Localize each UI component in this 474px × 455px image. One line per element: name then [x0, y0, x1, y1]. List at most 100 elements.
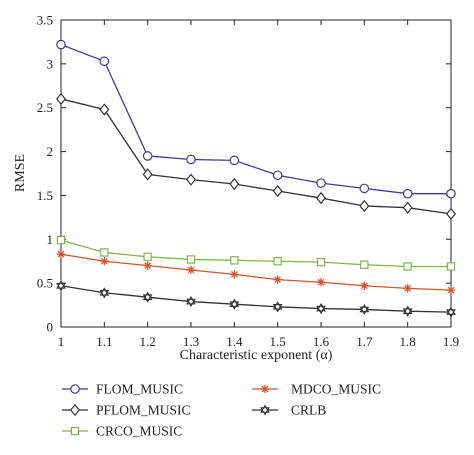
y-tick-label: 1 [47, 232, 54, 247]
data-point-crlb [272, 301, 283, 313]
legend-item-mdco-music: MDCO_MUSIC [252, 382, 381, 397]
data-point-pflom-music [359, 199, 370, 213]
series-mdco-music [56, 249, 456, 295]
data-point-crco-music [273, 257, 282, 266]
x-tick-label: 1.3 [183, 334, 199, 349]
y-axis-title: RMSE [13, 154, 28, 192]
data-point-pflom-music [316, 191, 326, 205]
data-point-crco-music [403, 262, 412, 271]
legend-item-crco-music: CRCO_MUSIC [62, 424, 182, 439]
data-point-pflom-music [402, 201, 413, 214]
data-point-crco-music [56, 235, 66, 245]
data-point-crco-music [143, 252, 152, 262]
x-tick-label: 1.7 [356, 334, 373, 349]
data-point-crlb [56, 280, 66, 292]
data-point-mdco-music [56, 249, 66, 259]
data-point-mdco-music [186, 265, 196, 275]
x-axis-title: Characteristic exponent (α) [180, 348, 333, 363]
data-point-flom-music [316, 178, 326, 188]
data-point-crlb [316, 302, 326, 315]
data-point-crco-music [100, 248, 109, 257]
data-point-crlb [446, 306, 456, 318]
data-point-flom-music [99, 56, 110, 67]
data-point-crco-music [186, 255, 196, 264]
legend-label-mdco-music: MDCO_MUSIC [291, 382, 381, 397]
data-point-mdco-music [446, 285, 456, 295]
data-point-crlb [402, 305, 413, 317]
plot-area-frame [60, 19, 452, 328]
x-tick-label: 1.2 [140, 334, 156, 349]
data-point-pflom-music [229, 177, 240, 191]
data-point-crlb [359, 303, 370, 316]
data-point-crco-music [360, 260, 369, 269]
series-flom-music [56, 39, 456, 199]
series-pflom-music [56, 92, 456, 221]
data-point-flom-music [359, 183, 370, 194]
legend-label-pflom-music: PFLOM_MUSIC [96, 403, 191, 418]
legend: FLOM_MUSIC PFLOM_MUSIC CRCO_MUSIC MDCO_MUSI… [62, 382, 381, 439]
data-point-crlb [142, 291, 153, 303]
x-tick-label: 1.6 [313, 334, 330, 349]
y-tick-label: 3 [47, 56, 54, 71]
data-point-flom-music [446, 188, 456, 199]
data-point-mdco-music [273, 275, 282, 284]
data-point-mdco-music [316, 278, 326, 287]
data-point-crlb [99, 287, 110, 299]
legend-item-crlb: CRLB [252, 403, 326, 418]
legend-label-flom-music: FLOM_MUSIC [96, 382, 183, 397]
series-line-crlb [60, 285, 452, 313]
data-point-crlb [229, 298, 240, 310]
data-point-flom-music [142, 151, 153, 161]
data-point-flom-music [56, 39, 66, 50]
series-crco-music [56, 235, 456, 271]
legend-marker-pflom-music [70, 403, 80, 417]
data-point-pflom-music [142, 168, 153, 181]
x-tick-label: 1 [58, 334, 65, 349]
data-point-mdco-music [100, 257, 109, 266]
series-line-pflom-music [60, 98, 452, 215]
legend-marker-crlb [260, 404, 270, 416]
x-tick-label: 1.1 [96, 334, 112, 349]
data-point-flom-music [272, 170, 283, 181]
legend-marker-mdco-music [260, 384, 270, 394]
x-axis: 1 1.1 1.2 1.3 1.4 1.5 1.6 1.7 1.8 1.9 [58, 20, 459, 349]
y-axis: 0 0.5 1 1.5 2 2.5 3 3.5 [37, 13, 451, 335]
x-tick-label: 1.5 [270, 334, 286, 349]
data-point-pflom-music [99, 103, 110, 116]
y-tick-label: 0.5 [37, 276, 53, 291]
data-point-crco-music [230, 256, 239, 265]
x-tick-label: 1.9 [443, 334, 459, 349]
data-point-pflom-music [56, 92, 66, 106]
data-point-pflom-music [272, 184, 283, 198]
data-point-flom-music [229, 155, 240, 166]
data-point-pflom-music [186, 173, 196, 186]
y-tick-label: 1.5 [37, 188, 53, 203]
x-tick-label: 1.4 [226, 334, 243, 349]
y-tick-label: 2.5 [37, 100, 53, 115]
series-line-flom-music [60, 43, 451, 195]
data-point-flom-music [186, 154, 196, 165]
y-tick-label: 0 [47, 320, 54, 335]
data-point-flom-music [402, 188, 413, 199]
legend-marker-crco-music [70, 426, 80, 436]
data-point-crco-music [316, 257, 326, 267]
legend-label-crlb: CRLB [291, 403, 326, 418]
data-point-mdco-music [360, 281, 369, 290]
data-point-crco-music [446, 262, 456, 271]
series-line-crco-music [60, 239, 451, 268]
data-point-mdco-music [230, 270, 239, 279]
y-tick-label: 3.5 [37, 13, 53, 28]
series-crlb [56, 280, 456, 318]
series-line-mdco-music [60, 253, 452, 291]
legend-item-flom-music: FLOM_MUSIC [62, 382, 183, 397]
data-point-pflom-music [446, 207, 456, 221]
data-point-mdco-music [143, 261, 152, 270]
legend-label-crco-music: CRCO_MUSIC [96, 424, 182, 439]
series-layer [56, 39, 456, 318]
legend-item-pflom-music: PFLOM_MUSIC [62, 403, 191, 418]
data-point-mdco-music [403, 284, 412, 293]
x-tick-label: 1.8 [400, 334, 416, 349]
legend-marker-flom-music [70, 384, 80, 394]
y-tick-label: 2 [47, 144, 54, 159]
